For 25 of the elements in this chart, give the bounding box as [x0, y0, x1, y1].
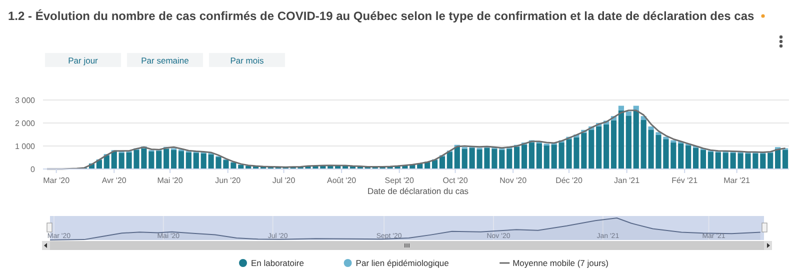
legend-label: Moyenne mobile (7 jours): [512, 258, 609, 268]
x-tick-label: Déc '20: [556, 176, 583, 185]
legend-label: En laboratoire: [251, 258, 304, 268]
x-tick-label: Jan '21: [614, 176, 640, 185]
legend-label: Par lien épidémiologique: [356, 258, 450, 268]
x-tick-label: Avr '20: [102, 176, 127, 185]
x-tick-label: Nov '20: [500, 176, 528, 185]
x-tick-label: Jun '20: [215, 176, 242, 185]
text: Par mois: [230, 56, 264, 66]
y-tick-label: 3 000: [14, 96, 36, 105]
chart-title: 1.2 - Évolution du nombre de cas confirmés de COVID-19 au Québec selon le type de confirmation et la date de déclaration des cas: [8, 9, 755, 23]
text: Par jour: [68, 56, 98, 66]
x-tick-label: Août '20: [327, 176, 357, 185]
x-tick-label: Mar '21: [724, 176, 751, 185]
y-tick-label: 0: [30, 165, 36, 174]
x-tick-label: Mar '20: [43, 176, 70, 185]
y-tick-label: 1 000: [14, 142, 36, 151]
y-tick-label: 2 000: [14, 119, 36, 128]
x-tick-label: Fév '21: [672, 176, 698, 185]
x-tick-label: Oct '20: [442, 176, 468, 185]
x-tick-label: Sept '20: [384, 176, 414, 185]
x-tick-label: Mai '20: [157, 176, 184, 185]
text: Par semaine: [141, 56, 190, 66]
x-axis-title: Date de déclaration du cas: [367, 186, 469, 196]
x-tick-label: Jul '20: [272, 176, 296, 185]
